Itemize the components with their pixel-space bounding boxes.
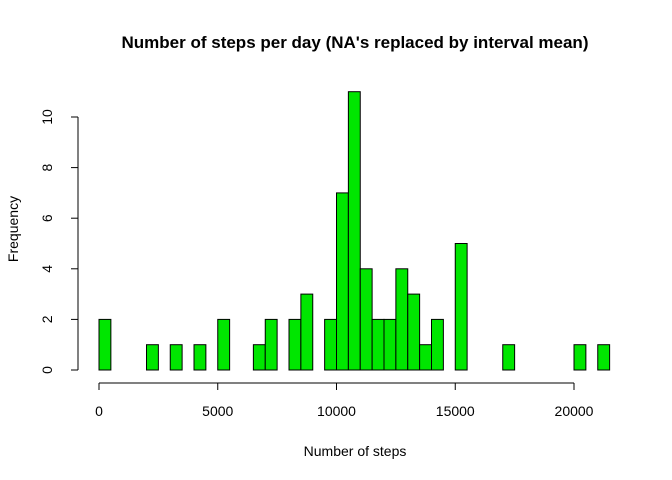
x-tick-label: 0 [95,403,103,419]
histogram-bar [431,318,444,371]
y-axis-label: Frequency [5,196,21,262]
histogram-bar [395,268,409,371]
histogram-bar [146,344,159,371]
x-tick-label: 5000 [202,403,233,419]
histogram-bar [336,192,349,371]
histogram-bar [288,318,302,371]
histogram-bar [383,318,397,371]
y-tick-label: 0 [39,366,55,374]
histogram-bar [193,344,207,371]
bars-group [98,91,611,371]
histogram-bar [597,344,611,371]
y-tick-label: 8 [39,163,55,171]
histogram-bar [371,318,385,371]
histogram-bar [217,318,231,371]
histogram-bar [502,344,516,371]
histogram-bar [300,293,314,371]
x-tick-label: 20000 [555,403,594,419]
x-axis-label: Number of steps [304,443,407,459]
x-tick-label: 15000 [436,403,475,419]
histogram-bar [407,293,421,371]
histogram-bar [252,344,266,371]
y-tick-label: 4 [39,265,55,273]
y-tick-label: 10 [39,109,55,125]
histogram-bar [454,243,468,371]
y-tick-label: 2 [39,315,55,323]
y-tick-label: 6 [39,214,55,222]
histogram-bar [169,344,183,371]
histogram-bar [324,318,337,371]
histogram-bar [264,318,278,371]
x-axis: 0 5000 10000 15000 20000 [95,382,594,419]
histogram-bar [573,344,587,371]
histogram-bar [419,344,432,371]
chart-title: Number of steps per day (NA's replaced b… [122,33,589,52]
y-axis: 0 2 4 6 8 10 [39,109,79,374]
x-tick-label: 10000 [317,403,356,419]
histogram-bar [347,91,361,371]
histogram-bar [98,318,112,371]
histogram-bar [359,268,373,371]
